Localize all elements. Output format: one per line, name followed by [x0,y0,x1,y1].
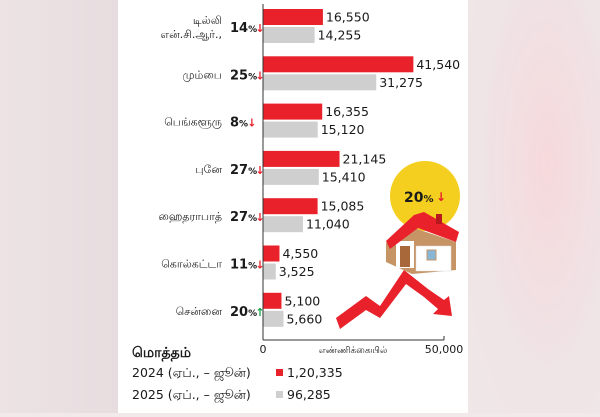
badge-circle [390,161,460,231]
value-label-2024: 21,145 [343,151,387,166]
totals-swatch [276,369,283,376]
bar-2024 [263,292,282,309]
totals-period-label: 2024 (ஏப்., – ஜூன்) [132,365,251,381]
bar-2025 [263,216,303,233]
x-axis-label: எண்ணிக்கையில் [319,346,388,356]
x-tick-label: 0 [260,343,267,356]
bar-2025 [263,310,284,327]
percent-change: 27% [230,163,257,178]
value-label-2024: 5,100 [284,293,320,308]
house-door [400,246,410,267]
chart-card: 20% ↓ டில்லி என்.சி.ஆர்., 14% ↓ 16,550 14,255 ம… [118,0,468,413]
value-label-2024: 41,540 [416,57,460,72]
value-label-2024: 15,085 [321,199,365,214]
down-arrow-icon: ↓ [255,22,264,35]
bar-2024 [263,198,318,215]
background-right [468,0,600,413]
category-label: கொல்கட்டா [161,258,222,271]
percent-change: 11% [230,258,257,273]
percent-change: 14% [230,21,257,36]
bar-2024 [263,103,323,120]
x-tick-label: 50,000 [425,343,464,356]
bar-2025 [263,263,276,280]
badge-percent: 20% [404,190,434,206]
x-axis: 0 50,000 எண்ணிக்கையில் [260,4,464,356]
value-label-2025: 5,660 [286,311,322,326]
category-label: மும்பை [182,68,222,81]
category-label: பெங்களூரு [164,116,222,130]
bar-2024 [263,9,323,25]
totals-period-label: 2025 (ஏப்., – ஜூன்) [132,387,251,403]
bar-2024 [263,150,340,167]
house-window [426,249,437,261]
percent-change: 20% [230,305,257,320]
totals-swatch [276,391,283,398]
value-label-2024: 16,355 [325,104,369,119]
value-label-2025: 31,275 [379,75,423,90]
value-label-2025: 3,525 [279,264,315,279]
bar-2024 [263,56,414,73]
value-label-2025: 11,040 [306,217,350,232]
value-label-2024: 16,550 [326,10,370,25]
category-label: சென்னை [176,305,223,318]
bar-2025 [263,74,377,91]
value-label-2024: 4,550 [282,246,318,261]
category-label: டில்லி என்.சி.ஆர்., [160,14,222,41]
category-label: புனே [195,163,222,176]
bar-2025 [263,27,315,43]
down-arrow-icon: ↓ [255,69,264,82]
trend-arrow-icon [336,270,452,329]
percent-change: 8% [230,116,248,131]
totals-title: மொத்தம் [132,345,191,362]
percent-change: 25% [230,68,257,83]
house-roof [386,212,459,249]
bar-2025 [263,168,319,185]
background-left [0,0,118,413]
badge-down-arrow-icon: ↓ [436,190,446,204]
totals-value: 1,20,335 [287,365,343,380]
category-label: ஹைதராபாத் [158,210,222,223]
down-arrow-icon: ↓ [255,164,264,177]
value-label-2025: 15,120 [321,122,365,137]
percent-change: 27% [230,210,257,225]
down-arrow-icon: ↓ [255,259,264,272]
house-illustration: 20% ↓ [336,161,460,329]
value-label-2025: 14,255 [318,28,362,43]
bar-2025 [263,121,318,138]
house-chimney [436,214,442,224]
down-arrow-icon: ↓ [247,117,256,130]
totals-value: 96,285 [287,387,331,402]
up-arrow-icon: ↑ [255,306,264,319]
chart-rows: டில்லி என்.சி.ஆர்., 14%↓16,55014,255மும்பை… [158,9,460,327]
totals-legend: மொத்தம் 2024 (ஏப்., – ஜூன்) 1,20,335 2025 (… [132,345,343,403]
down-arrow-icon: ↓ [255,211,264,224]
value-label-2025: 15,410 [322,169,366,184]
housing-sales-chart: 20% ↓ டில்லி என்.சி.ஆர்., 14%↓16,55014,255ம… [132,4,464,403]
bar-2024 [263,245,280,262]
